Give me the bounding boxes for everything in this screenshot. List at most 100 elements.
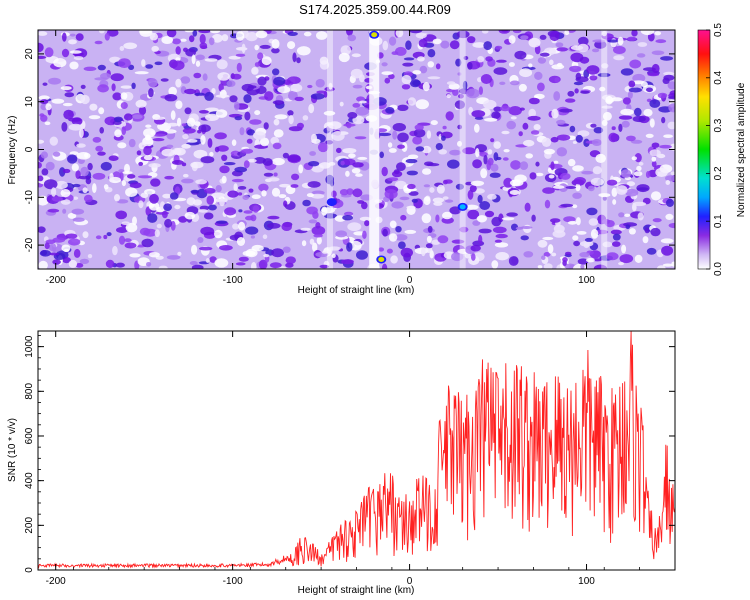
heatmap-blob — [191, 244, 198, 255]
heatmap-blob — [577, 258, 589, 265]
heatmap-blob — [361, 201, 368, 210]
heatmap-blob — [572, 141, 578, 144]
heatmap-blob — [234, 166, 247, 173]
heatmap-blob — [250, 214, 257, 222]
heatmap-blob — [53, 58, 67, 68]
heatmap-blob — [351, 53, 361, 58]
heatmap-blob — [670, 171, 675, 176]
heatmap-hot-spot — [459, 204, 466, 210]
heatmap-blob — [208, 204, 217, 211]
heatmap-blob — [535, 172, 544, 177]
heatmap-blob — [471, 110, 486, 118]
heatmap-blob — [455, 58, 462, 67]
heatmap-blob — [144, 188, 156, 195]
heatmap-blob — [636, 165, 642, 172]
heatmap-blob — [287, 154, 301, 163]
heatmap-blob — [666, 198, 674, 207]
heatmap-blob — [378, 247, 385, 252]
heatmap-blob — [311, 193, 325, 199]
heatmap-blob — [586, 207, 598, 216]
heatmap-blob — [454, 100, 465, 109]
heatmap-blob — [166, 30, 177, 38]
heatmap-blob — [139, 30, 153, 37]
heatmap-blob — [138, 175, 152, 179]
colorbar-tick-label: 0.0 — [713, 262, 724, 276]
heatmap-blob — [606, 252, 619, 261]
heatmap-blob — [663, 134, 673, 138]
heatmap-blob — [541, 255, 546, 260]
heatmap-blob — [194, 121, 201, 126]
heatmap-blob — [339, 189, 349, 196]
heatmap-blob — [405, 158, 418, 164]
heatmap-blob — [427, 225, 433, 233]
heatmap-blob — [346, 30, 353, 36]
heatmap-blob — [357, 200, 365, 204]
heatmap-blob — [139, 227, 151, 236]
heatmap-blob — [89, 103, 98, 111]
heatmap-blob — [655, 167, 668, 177]
heatmap-blob — [579, 252, 590, 258]
heatmap-blob — [659, 144, 672, 149]
heatmap-blob — [661, 116, 666, 124]
heatmap-blob — [119, 46, 125, 51]
heatmap-blob — [435, 143, 443, 151]
heatmap-blob — [145, 124, 152, 128]
heatmap-blob — [617, 36, 624, 46]
heatmap-blob — [615, 185, 628, 195]
heatmap-blob — [108, 155, 119, 161]
heatmap-blob — [154, 61, 163, 66]
heatmap-blob — [103, 234, 108, 240]
heatmap-blob — [433, 201, 443, 206]
colorbar-label: Normalized spectral amplitude — [736, 82, 747, 217]
heatmap-blob — [580, 90, 590, 94]
heatmap-blob — [563, 216, 576, 223]
heatmap-blob — [241, 43, 246, 54]
heatmap-blob — [647, 72, 660, 77]
heatmap-blob — [75, 33, 84, 41]
heatmap-blob — [542, 187, 555, 194]
heatmap-blob — [586, 258, 595, 263]
heatmap-blob — [474, 188, 485, 194]
heatmap-blob — [105, 259, 115, 268]
heatmap-blob — [267, 215, 280, 220]
heatmap-y-tick-label: 0 — [24, 146, 35, 152]
heatmap-blob — [238, 221, 246, 231]
heatmap-blob — [636, 53, 646, 58]
heatmap-blob — [510, 179, 524, 187]
heatmap-blob — [451, 239, 465, 244]
heatmap-blob — [518, 83, 527, 92]
heatmap-blob — [508, 256, 519, 266]
heatmap-blob — [489, 172, 501, 178]
heatmap-blob — [350, 68, 363, 79]
heatmap-blob — [351, 168, 361, 174]
heatmap-blob — [200, 135, 206, 145]
heatmap-blob — [576, 217, 581, 226]
heatmap-blob — [106, 232, 112, 237]
heatmap-blob — [542, 236, 554, 241]
heatmap-blob — [592, 48, 600, 53]
heatmap-blob — [226, 80, 236, 87]
heatmap-blob — [149, 193, 159, 204]
heatmap-blob — [359, 216, 372, 222]
heatmap-blob — [397, 144, 405, 149]
heatmap-blob — [465, 204, 479, 210]
snr-y-tick-label: 200 — [24, 517, 35, 534]
heatmap-blob — [386, 248, 393, 254]
heatmap-blob — [43, 179, 58, 190]
heatmap-blob — [406, 170, 418, 176]
snr-x-tick-label: -100 — [223, 576, 243, 587]
heatmap-blob — [312, 211, 319, 219]
heatmap-blob — [160, 78, 169, 82]
heatmap-blob — [152, 138, 165, 142]
heatmap-blob — [346, 122, 352, 129]
heatmap-blob — [342, 148, 357, 154]
heatmap-blob — [618, 123, 623, 132]
heatmap-blob — [405, 40, 412, 50]
heatmap-blob — [141, 59, 146, 67]
heatmap-blob — [199, 42, 208, 49]
heatmap-blob — [259, 44, 271, 49]
heatmap-blob — [166, 255, 181, 260]
heatmap-blob — [549, 31, 560, 42]
heatmap-blob — [239, 127, 245, 136]
heatmap-blob — [38, 31, 48, 36]
